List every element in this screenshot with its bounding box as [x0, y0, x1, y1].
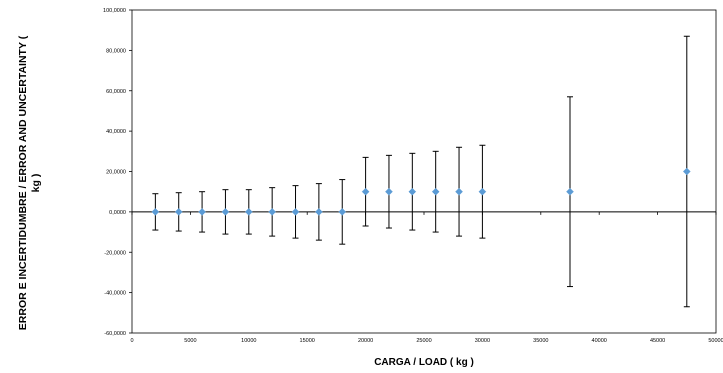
- y-tick-label: 60,0000: [106, 89, 126, 95]
- data-point: [682, 167, 691, 176]
- y-tick-label: 40,0000: [106, 129, 126, 135]
- data-point: [361, 187, 370, 196]
- y-tick-label: -60,0000: [104, 331, 126, 337]
- x-tick-label: 10000: [241, 338, 256, 344]
- x-tick-label: 20000: [358, 338, 373, 344]
- x-tick-label: 30000: [475, 338, 490, 344]
- plot-frame: [131, 9, 717, 334]
- data-point: [315, 208, 323, 216]
- data-point: [198, 208, 206, 216]
- x-axis-title: CARGA / LOAD ( kg ): [374, 357, 474, 368]
- y-tick-label: 20,0000: [106, 170, 126, 176]
- x-tick-label: 40000: [592, 338, 607, 344]
- data-point: [221, 208, 230, 216]
- y-tick-label: 80,0000: [106, 48, 126, 54]
- x-tick-label: 35000: [533, 338, 548, 344]
- data-point: [408, 187, 417, 196]
- data-point: [174, 208, 183, 216]
- x-tick-label: 0: [130, 338, 133, 344]
- data-point: [291, 208, 300, 216]
- data-point: [455, 187, 463, 196]
- y-tick-label: 0,0000: [109, 210, 126, 216]
- plot-area: -60,0000 -40,0000 -20,0000 0,0000 20,0000 40,…: [103, 8, 723, 344]
- x-tick-label: 50000: [708, 338, 723, 344]
- data-point: [268, 208, 277, 216]
- data-point: [566, 187, 574, 196]
- data-point: [151, 208, 160, 216]
- y-tick-label: -20,0000: [104, 250, 126, 256]
- data-point: [385, 187, 393, 196]
- data-point: [338, 208, 347, 216]
- data-point: [478, 187, 487, 196]
- data-point: [431, 187, 440, 196]
- data-point: [244, 208, 253, 216]
- x-tick-label: 45000: [650, 338, 665, 344]
- x-tick-label: 25000: [416, 338, 431, 344]
- y-tick-label: 100,0000: [103, 8, 126, 14]
- x-tick-label: 5000: [184, 338, 196, 344]
- y-tick-label: -40,0000: [104, 291, 126, 297]
- x-tick-label: 15000: [300, 338, 315, 344]
